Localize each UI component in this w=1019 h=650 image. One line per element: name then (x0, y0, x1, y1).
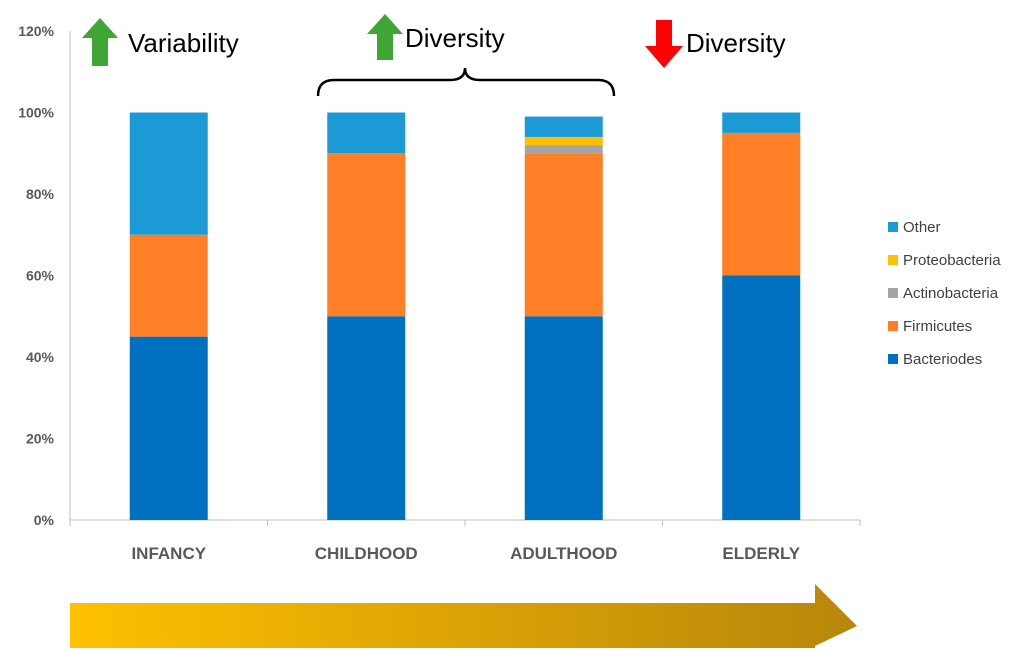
legend-label: Bacteriodes (903, 351, 982, 368)
bar-segment-firmicutes-infancy (129, 234, 208, 337)
category-labels: INFANCY CHILDHOOD ADULTHOOD ELDERLY (131, 544, 800, 563)
annotation-elderly: Diversity (645, 20, 786, 68)
bar-segment-bacteriodes-adulthood (524, 316, 603, 520)
brace-bracket (316, 67, 616, 97)
y-tick-label: 40% (26, 349, 55, 365)
y-tick-label: 80% (26, 186, 55, 202)
bar-segment-firmicutes-elderly (722, 132, 801, 276)
annotation-childhood-adulthood: Diversity (316, 14, 616, 97)
bar-segment-bacteriodes-childhood (327, 316, 406, 520)
y-tick-label: 120% (18, 23, 54, 39)
up-arrow-icon (82, 18, 118, 66)
bar-segment-other-adulthood (524, 116, 603, 137)
annotation-infancy: Variability (82, 18, 239, 66)
legend-swatch (888, 222, 898, 232)
timeline-arrow (70, 584, 857, 648)
annotations: Variability Diversity Diversity (82, 14, 786, 97)
bar-segment-actinobacteria-adulthood (524, 145, 603, 154)
legend-label: Other (903, 219, 941, 236)
annotation-label-variability: Variability (128, 28, 239, 58)
legend-swatch (888, 288, 898, 298)
bar-segment-firmicutes-adulthood (524, 153, 603, 317)
bar-segment-other-childhood (327, 112, 406, 154)
bar-segment-proteobacteria-adulthood (524, 136, 603, 146)
legend-label: Actinobacteria (903, 285, 999, 302)
bars (129, 112, 801, 520)
bar-segment-firmicutes-childhood (327, 153, 406, 317)
y-tick-label: 100% (18, 105, 54, 121)
y-tick-label: 20% (26, 431, 55, 447)
category-label: ADULTHOOD (510, 544, 617, 563)
annotation-label-diversity-up: Diversity (405, 23, 505, 53)
legend-swatch (888, 354, 898, 364)
legend-swatch (888, 321, 898, 331)
timeline-arrow-icon (70, 584, 857, 648)
legend: Other Proteobacteria Actinobacteria Firmicu… (888, 219, 1001, 368)
y-tick-labels: 0% 20% 40% 60% 80% 100% 120% (18, 23, 54, 528)
y-tick-label: 60% (26, 268, 55, 284)
x-tick-marks (69, 520, 861, 526)
legend-label: Proteobacteria (903, 252, 1001, 269)
annotation-label-diversity-down: Diversity (686, 28, 786, 58)
category-label: INFANCY (131, 544, 206, 563)
bar-segment-other-infancy (129, 112, 208, 235)
category-label: CHILDHOOD (315, 544, 418, 563)
category-label: ELDERLY (722, 544, 800, 563)
y-tick-label: 0% (34, 512, 55, 528)
down-arrow-icon (645, 20, 683, 68)
bar-segment-bacteriodes-elderly (722, 275, 801, 520)
legend-swatch (888, 255, 898, 265)
legend-label: Firmicutes (903, 318, 972, 335)
bar-segment-bacteriodes-infancy (129, 336, 208, 520)
bar-segment-other-elderly (722, 112, 801, 133)
up-arrow-icon (367, 14, 403, 60)
